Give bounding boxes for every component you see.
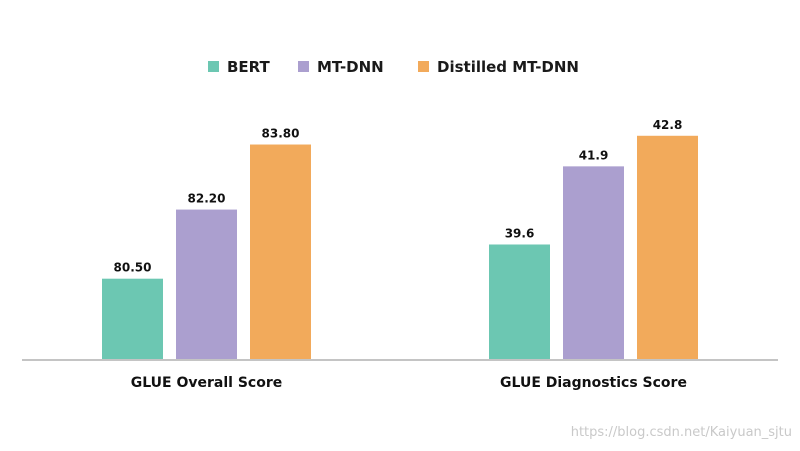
legend-swatch-mt-dnn <box>298 61 309 72</box>
legend-label-bert: BERT <box>227 58 271 76</box>
legend-label-distilled-mt-dnn: Distilled MT-DNN <box>437 58 579 76</box>
legend-swatch-distilled-mt-dnn <box>418 61 429 72</box>
data-label-glue-overall-score-bert: 80.50 <box>114 261 152 275</box>
watermark-text: https://blog.csdn.net/Kaiyuan_sjtu <box>571 425 792 440</box>
category-label-glue-diagnostics-score: GLUE Diagnostics Score <box>500 375 687 391</box>
bar-glue-overall-score-distilled-mt-dnn <box>250 144 311 360</box>
legend: BERT MT-DNN Distilled MT-DNN <box>208 58 579 76</box>
category-label-glue-overall-score: GLUE Overall Score <box>131 375 282 391</box>
bar-glue-diagnostics-score-mt-dnn <box>563 166 624 360</box>
bar-glue-diagnostics-score-bert <box>489 244 550 360</box>
bar-glue-overall-score-bert <box>102 278 163 360</box>
data-label-glue-overall-score-distilled-mt-dnn: 83.80 <box>262 127 300 141</box>
data-label-glue-diagnostics-score-distilled-mt-dnn: 42.8 <box>653 118 683 132</box>
bar-glue-overall-score-mt-dnn <box>176 209 237 360</box>
bars-layer: 80.50 82.20 83.80 39.6 41.9 42.8 <box>102 118 698 360</box>
data-label-glue-overall-score-mt-dnn: 82.20 <box>188 192 226 206</box>
data-label-glue-diagnostics-score-mt-dnn: 41.9 <box>579 148 609 162</box>
data-label-glue-diagnostics-score-bert: 39.6 <box>505 226 535 240</box>
category-labels: GLUE Overall Score GLUE Diagnostics Score <box>131 375 687 391</box>
bar-glue-diagnostics-score-distilled-mt-dnn <box>637 135 698 360</box>
legend-label-mt-dnn: MT-DNN <box>317 58 384 76</box>
legend-swatch-bert <box>208 61 219 72</box>
